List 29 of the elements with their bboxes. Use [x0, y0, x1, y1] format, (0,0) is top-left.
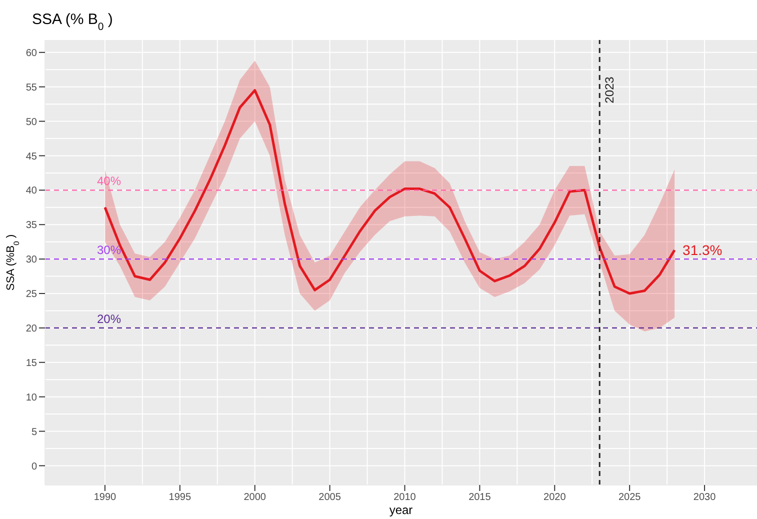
ref-line-label: 20%: [97, 312, 122, 326]
ref-line-label: 30%: [97, 243, 122, 258]
y-tick-label: 40: [26, 186, 38, 197]
ref-line-label: 2023: [602, 76, 617, 104]
annotation: 31.3%: [682, 242, 722, 258]
y-tick-label: 55: [26, 82, 38, 94]
x-axis-title: year: [389, 503, 413, 517]
x-tick-label: 1990: [94, 492, 117, 504]
y-tick-label: 50: [26, 116, 38, 128]
x-tick-label: 2015: [468, 492, 492, 504]
y-tick-label: 45: [26, 151, 38, 162]
x-tick-label: 2025: [618, 492, 642, 504]
y-tick-label: 15: [26, 358, 38, 369]
y-tick-label: 25: [26, 289, 38, 300]
y-tick-label: 35: [26, 220, 38, 232]
y-tick-label: 60: [26, 48, 38, 59]
y-tick-label: 0: [31, 461, 38, 472]
y-tick-label: 30: [26, 254, 38, 266]
ref-line-label: 40%: [97, 174, 122, 188]
x-tick-label: 2020: [544, 492, 566, 504]
x-tick-label: 2030: [693, 492, 716, 504]
x-tick-label: 2010: [394, 492, 416, 504]
y-tick-label: 5: [31, 426, 38, 438]
x-tick-label: 1995: [168, 492, 192, 504]
x-tick-label: 2000: [244, 492, 266, 504]
y-tick-label: 10: [26, 392, 38, 404]
chart-title: SSA (% B$_{0}$ ): [32, 11, 113, 33]
y-tick-label: 20: [26, 323, 38, 334]
x-tick-label: 2005: [318, 492, 342, 504]
